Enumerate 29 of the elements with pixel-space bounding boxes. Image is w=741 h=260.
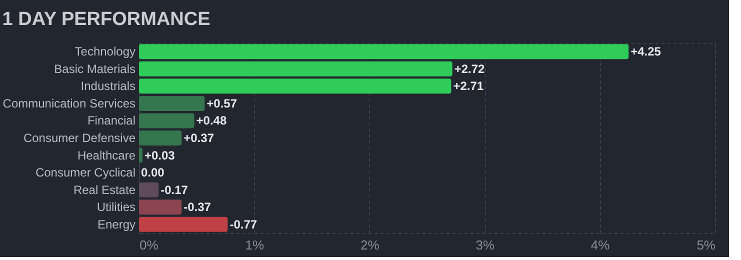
data-label: +0.57 <box>206 96 238 110</box>
x-tick-label: 3% <box>476 238 495 252</box>
y-tick-label: Healthcare <box>77 148 136 162</box>
data-label: +4.25 <box>630 44 662 59</box>
y-tick-label: Consumer Defensive <box>23 131 136 145</box>
data-label: +0.03 <box>144 148 176 162</box>
data-label: -0.37 <box>184 200 212 214</box>
y-tick-label: Financial <box>87 114 136 128</box>
data-label: -0.77 <box>230 217 258 232</box>
data-label: -0.17 <box>160 182 188 197</box>
x-tick-label: 1% <box>245 238 265 252</box>
y-tick-label: Technology <box>74 44 136 59</box>
y-tick-label: Energy <box>97 217 136 232</box>
y-tick-label: Industrials <box>80 79 136 94</box>
x-tick-label: 0% <box>140 238 159 252</box>
y-tick-label: Consumer Cyclical <box>35 166 136 180</box>
data-label: +2.71 <box>453 79 484 94</box>
data-label: +2.72 <box>454 62 486 76</box>
x-tick-label: 5% <box>696 238 716 252</box>
x-tick-label: 4% <box>590 238 610 252</box>
y-tick-label: Real Estate <box>73 182 136 197</box>
x-tick-label: 2% <box>360 238 380 252</box>
y-tick-label: Communication Services <box>2 96 136 110</box>
chart-title: 1 DAY PERFORMANCE <box>2 9 210 30</box>
data-label: +0.37 <box>184 131 214 145</box>
data-label: 0.00 <box>141 166 165 180</box>
y-tick-label: Utilities <box>96 200 136 214</box>
y-tick-label: Basic Materials <box>54 62 136 76</box>
data-label: +0.48 <box>196 114 227 128</box>
